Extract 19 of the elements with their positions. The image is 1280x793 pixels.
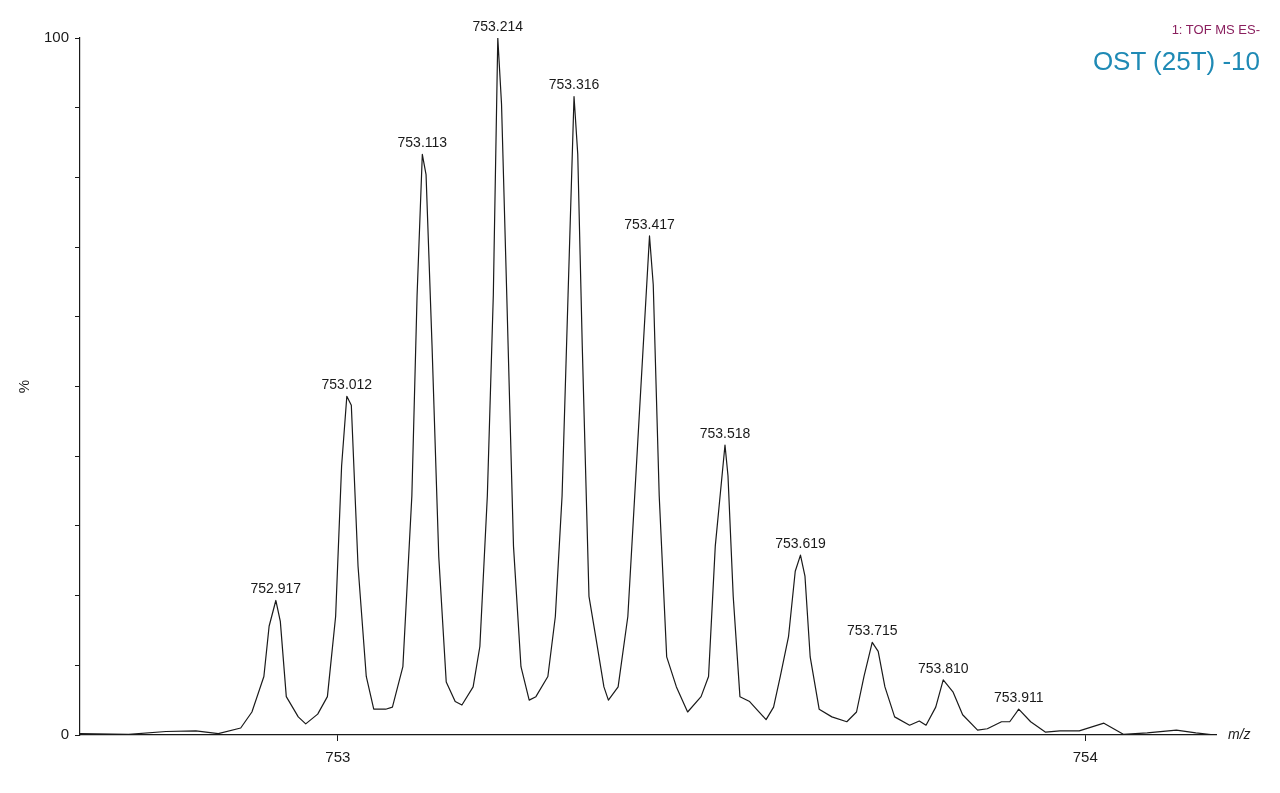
annotation: 753.012 bbox=[321, 376, 373, 393]
annotation: 753.619 bbox=[775, 535, 826, 552]
y-tick-label: 0 bbox=[60, 725, 70, 743]
annotation: 753.911 bbox=[993, 689, 1044, 706]
x-tick-label: 753 bbox=[325, 748, 351, 766]
annotation: 753.214 bbox=[472, 17, 524, 34]
chart-subtitle: 1: TOF MS ES- bbox=[1171, 22, 1260, 37]
annotation: 752.917 bbox=[250, 580, 302, 597]
annotation: 753.417 bbox=[624, 215, 676, 232]
annotation: 753.810 bbox=[917, 659, 969, 676]
x-axis-title: m/z bbox=[1228, 725, 1251, 742]
y-tick-label: 100 bbox=[44, 28, 70, 46]
annotation: 753.316 bbox=[548, 76, 600, 93]
y-axis-title: % bbox=[15, 379, 33, 394]
annotation: 753.113 bbox=[397, 134, 448, 151]
chart-title: OST (25T) -10 bbox=[1092, 46, 1260, 76]
annotation: 753.518 bbox=[699, 424, 751, 441]
x-tick-label: 754 bbox=[1072, 748, 1098, 766]
annotation: 753.715 bbox=[846, 622, 898, 639]
